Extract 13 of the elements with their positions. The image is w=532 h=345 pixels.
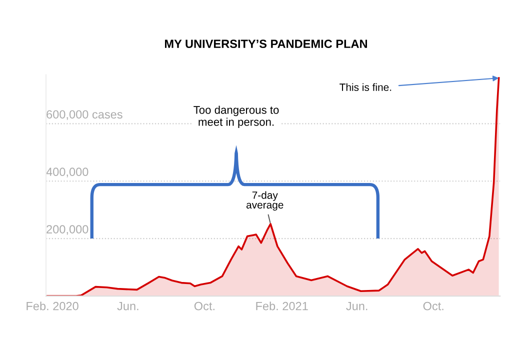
y-tick-label: 400,000 — [46, 168, 88, 178]
chart-title: MY UNIVERSITY’S PANDEMIC PLAN — [165, 40, 367, 48]
x-tick-label: Jun. — [117, 302, 138, 310]
x-tick-label: Feb. 2021 — [256, 302, 308, 310]
y-tick-label: 600,000 cases — [46, 110, 122, 120]
y-tick-label: 200,000 — [46, 225, 88, 235]
annotation: Too dangerous to meet in person. — [194, 106, 279, 128]
x-tick-label: Jun. — [346, 302, 368, 310]
annotation: This is fine. — [340, 83, 392, 91]
annotation: 7-day average — [246, 191, 284, 211]
x-tick-label: Feb. 2020 — [26, 302, 78, 310]
x-tick-label: Oct. — [194, 302, 214, 310]
x-tick-label: Oct. — [423, 302, 444, 310]
